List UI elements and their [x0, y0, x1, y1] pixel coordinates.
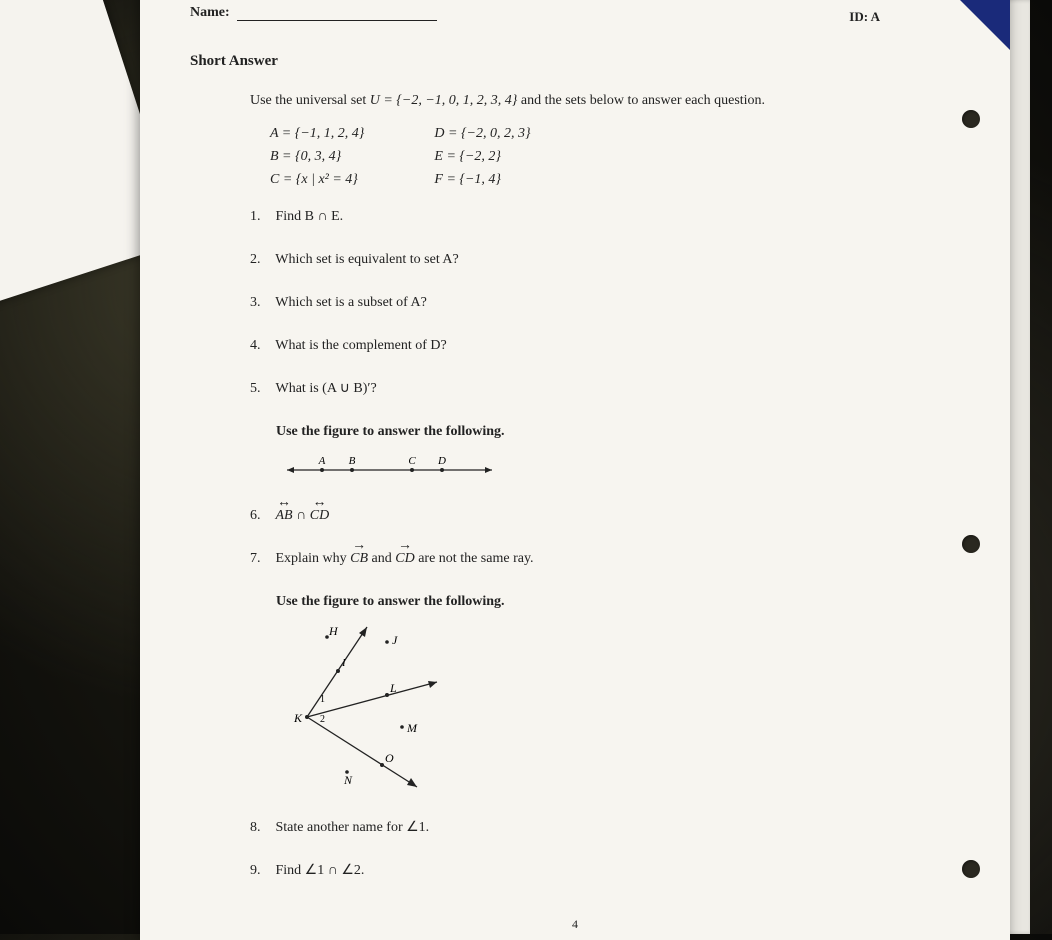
lbl-angle2: 2: [320, 714, 325, 725]
q6-num: 6.: [250, 505, 272, 526]
q7-prefix: Explain why: [276, 551, 351, 566]
figure-2-angles: H J I L K M N O 1 2: [282, 622, 950, 799]
instruction-sets: Use the universal set U = {−2, −1, 0, 1,…: [250, 90, 950, 111]
set-col-left: A = {−1, 1, 2, 4} B = {0, 3, 4} C = {x |…: [270, 123, 364, 190]
pt-B: B: [349, 455, 356, 467]
pt-C: C: [408, 455, 416, 467]
lbl-K: K: [293, 711, 303, 725]
q4-num: 4.: [250, 335, 272, 356]
lbl-N: N: [343, 773, 353, 787]
figure1-instruction: Use the figure to answer the following.: [276, 421, 950, 442]
q7-and: and: [368, 551, 395, 566]
lbl-J: J: [392, 633, 398, 647]
question-5: 5. What is (A ∪ B)′?: [250, 378, 950, 399]
question-1: 1. Find B ∩ E.: [250, 206, 950, 227]
q3-num: 3.: [250, 292, 272, 313]
figure-1-numberline: A B C D: [282, 452, 950, 487]
punch-hole: [962, 535, 980, 553]
intro-suffix: and the sets below to answer each questi…: [517, 93, 765, 108]
set-col-right: D = {−2, 0, 2, 3} E = {−2, 2} F = {−1, 4…: [434, 123, 530, 190]
header-row: Name: ID: A: [190, 5, 950, 25]
lbl-angle1: 1: [320, 694, 325, 705]
q9-text: Find ∠1 ∩ ∠2.: [276, 863, 365, 878]
set-D: D = {−2, 0, 2, 3}: [434, 123, 530, 144]
pt-D: D: [437, 455, 446, 467]
angle-svg: H J I L K M N O 1 2: [282, 622, 482, 792]
numberline-svg: A B C D: [282, 452, 502, 480]
intro-prefix: Use the universal set: [250, 93, 370, 108]
set-F: F = {−1, 4}: [434, 169, 530, 190]
q5-num: 5.: [250, 378, 272, 399]
lbl-L: L: [389, 681, 397, 695]
q4-text: What is the complement of D?: [275, 338, 446, 353]
question-6: 6. ↔ AB ∩ ↔ CD: [250, 505, 950, 526]
q5-text: What is (A ∪ B)′?: [276, 381, 377, 396]
question-9: 9. Find ∠1 ∩ ∠2.: [250, 860, 950, 881]
lbl-O: O: [385, 751, 394, 765]
id-label: ID: A: [849, 9, 880, 25]
set-B: B = {0, 3, 4}: [270, 146, 364, 167]
set-E: E = {−2, 2}: [434, 146, 530, 167]
name-field: Name:: [190, 5, 437, 21]
lbl-M: M: [406, 721, 418, 735]
q2-text: Which set is equivalent to set A?: [275, 252, 459, 267]
question-2: 2. Which set is equivalent to set A?: [250, 249, 950, 270]
page-number: 4: [572, 917, 578, 932]
question-4: 4. What is the complement of D?: [250, 335, 950, 356]
question-8: 8. State another name for ∠1.: [250, 817, 950, 838]
universal-set: U = {−2, −1, 0, 1, 2, 3, 4}: [370, 93, 518, 108]
q1-text: Find B ∩ E.: [276, 209, 344, 224]
worksheet-page: Name: ID: A Short Answer Use the univers…: [140, 0, 1010, 940]
question-7: 7. Explain why →CB and →CD are not the s…: [250, 548, 950, 569]
punch-hole: [962, 860, 980, 878]
figure2-instruction: Use the figure to answer the following.: [276, 591, 950, 612]
q3-text: Which set is a subset of A?: [275, 295, 427, 310]
q9-num: 9.: [250, 860, 272, 881]
pt-A: A: [318, 455, 326, 467]
q7-num: 7.: [250, 548, 272, 569]
corner-fold: [940, 0, 1010, 50]
name-label: Name:: [190, 5, 230, 20]
set-C: C = {x | x² = 4}: [270, 169, 364, 190]
question-3: 3. Which set is a subset of A?: [250, 292, 950, 313]
content-area: Use the universal set U = {−2, −1, 0, 1,…: [250, 90, 950, 881]
section-title: Short Answer: [190, 53, 950, 70]
punch-hole: [962, 110, 980, 128]
q8-num: 8.: [250, 817, 272, 838]
q8-text: State another name for ∠1.: [276, 820, 430, 835]
q2-num: 2.: [250, 249, 272, 270]
set-definitions: A = {−1, 1, 2, 4} B = {0, 3, 4} C = {x |…: [270, 123, 950, 190]
name-blank-line: [237, 20, 437, 21]
set-A: A = {−1, 1, 2, 4}: [270, 123, 364, 144]
q6-cap: ∩: [293, 508, 310, 523]
q1-num: 1.: [250, 206, 272, 227]
q7-suffix: are not the same ray.: [415, 551, 534, 566]
q6-math: ↔ AB ∩ ↔ CD: [276, 508, 330, 523]
lbl-H: H: [328, 624, 339, 638]
